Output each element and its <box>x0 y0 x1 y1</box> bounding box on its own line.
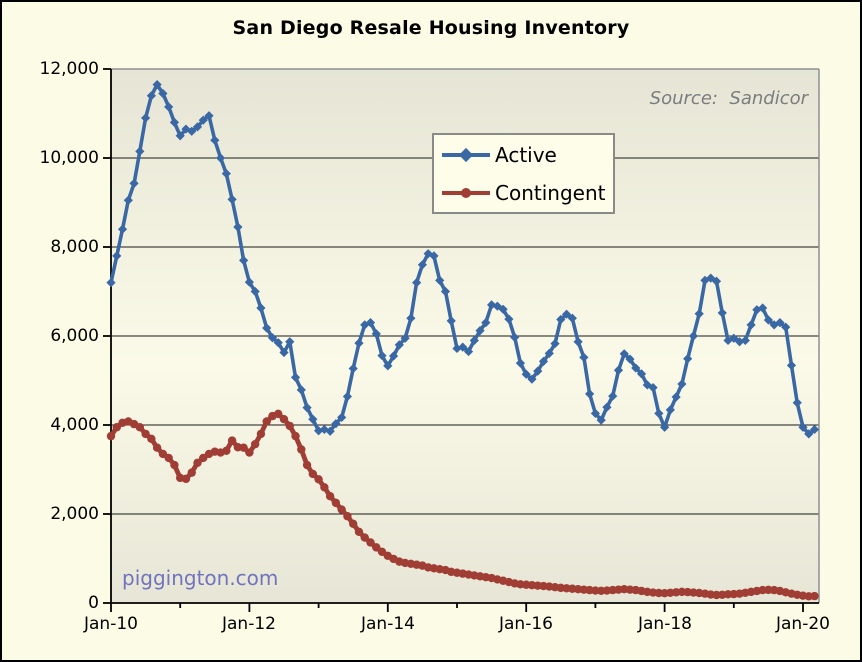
legend-item-contingent: Contingent <box>434 174 613 212</box>
source-label: Source: Sandicor <box>649 88 808 109</box>
legend-label-contingent: Contingent <box>495 180 606 205</box>
legend-label-active: Active <box>495 142 557 167</box>
x-axis-label: Jan-12 <box>222 614 276 634</box>
y-axis-label: 0 <box>88 593 99 613</box>
watermark: piggington.com <box>122 566 279 590</box>
legend: Active Contingent <box>432 133 615 214</box>
y-axis-label: 4,000 <box>50 415 99 435</box>
legend-item-active: Active <box>434 136 613 174</box>
y-axis-label: 10,000 <box>39 148 99 168</box>
active-swatch <box>442 147 490 162</box>
y-axis-label: 12,000 <box>39 59 99 79</box>
y-axis-label: 6,000 <box>50 326 99 346</box>
y-axis-label: 8,000 <box>50 237 99 257</box>
x-axis-label: Jan-14 <box>361 614 415 634</box>
circle-marker-icon <box>461 187 471 198</box>
diamond-marker-icon <box>458 147 474 162</box>
x-axis-label: Jan-20 <box>776 614 830 634</box>
chart-title: San Diego Resale Housing Inventory <box>232 17 630 39</box>
x-axis-label: Jan-18 <box>638 614 692 634</box>
contingent-swatch <box>442 186 490 200</box>
y-axis-label: 2,000 <box>50 504 99 524</box>
x-axis-label: Jan-16 <box>499 614 553 634</box>
x-axis-label: Jan-10 <box>84 614 138 634</box>
